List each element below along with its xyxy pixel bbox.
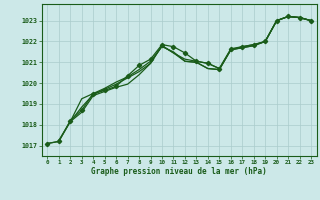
X-axis label: Graphe pression niveau de la mer (hPa): Graphe pression niveau de la mer (hPa)	[91, 167, 267, 176]
